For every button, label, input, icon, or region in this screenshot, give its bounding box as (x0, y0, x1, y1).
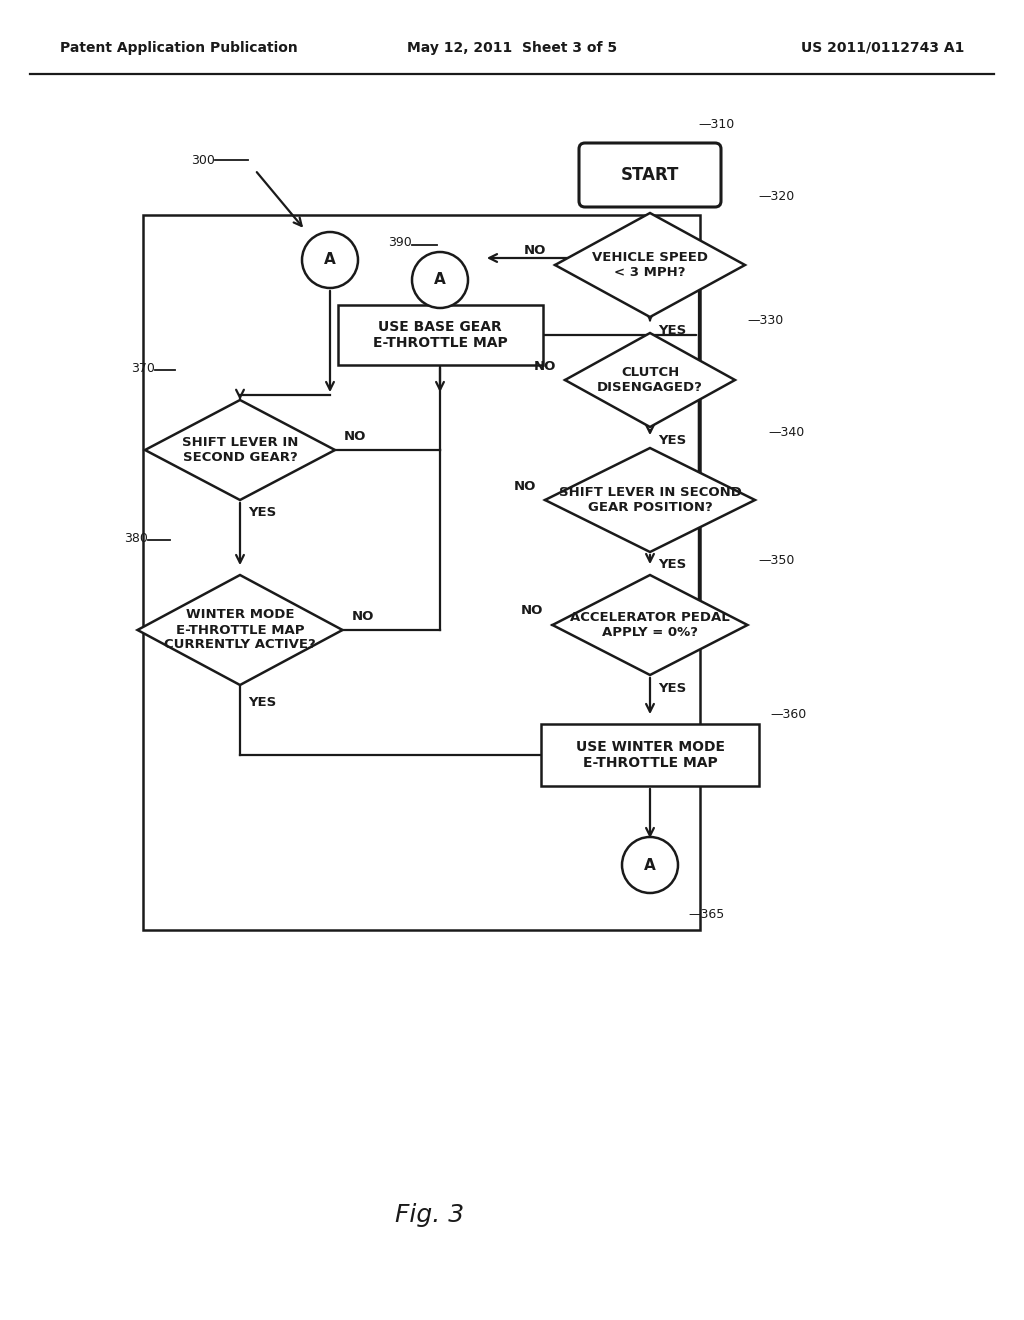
FancyBboxPatch shape (579, 143, 721, 207)
Text: YES: YES (657, 558, 686, 572)
Polygon shape (145, 400, 335, 500)
Text: YES: YES (657, 323, 686, 337)
Text: 300: 300 (191, 153, 215, 166)
Polygon shape (137, 576, 342, 685)
Text: —330: —330 (746, 314, 783, 326)
Text: NO: NO (521, 605, 543, 618)
Text: YES: YES (657, 433, 686, 446)
Text: SHIFT LEVER IN SECOND
GEAR POSITION?: SHIFT LEVER IN SECOND GEAR POSITION? (558, 486, 741, 513)
Polygon shape (553, 576, 748, 675)
Text: SHIFT LEVER IN
SECOND GEAR?: SHIFT LEVER IN SECOND GEAR? (182, 436, 298, 465)
Text: NO: NO (352, 610, 374, 623)
Text: US 2011/0112743 A1: US 2011/0112743 A1 (801, 41, 964, 54)
Circle shape (302, 232, 358, 288)
Text: 370: 370 (131, 362, 155, 375)
Polygon shape (545, 447, 755, 552)
Text: USE WINTER MODE
E-THROTTLE MAP: USE WINTER MODE E-THROTTLE MAP (575, 741, 725, 770)
Text: WINTER MODE
E-THROTTLE MAP
CURRENTLY ACTIVE?: WINTER MODE E-THROTTLE MAP CURRENTLY ACT… (164, 609, 315, 652)
Bar (143, 215, 700, 931)
Circle shape (622, 837, 678, 894)
Text: CLUTCH
DISENGAGED?: CLUTCH DISENGAGED? (597, 366, 702, 393)
Text: 390: 390 (388, 235, 412, 248)
Text: A: A (325, 252, 336, 268)
Text: —350: —350 (758, 553, 795, 566)
Circle shape (412, 252, 468, 308)
Text: YES: YES (248, 696, 276, 709)
Text: USE BASE GEAR
E-THROTTLE MAP: USE BASE GEAR E-THROTTLE MAP (373, 319, 507, 350)
Text: NO: NO (524, 244, 546, 257)
Text: —360: —360 (770, 709, 806, 722)
Text: NO: NO (534, 359, 556, 372)
Text: —365: —365 (688, 908, 724, 921)
Bar (541, 723, 759, 785)
Text: NO: NO (514, 479, 537, 492)
Text: NO: NO (344, 429, 367, 442)
Bar (338, 305, 543, 366)
Text: Fig. 3: Fig. 3 (395, 1203, 465, 1228)
Text: —340: —340 (768, 425, 804, 438)
Text: VEHICLE SPEED
< 3 MPH?: VEHICLE SPEED < 3 MPH? (592, 251, 708, 279)
Text: YES: YES (248, 507, 276, 520)
Text: A: A (644, 858, 656, 873)
Text: ACCELERATOR PEDAL
APPLY = 0%?: ACCELERATOR PEDAL APPLY = 0%? (570, 611, 730, 639)
Text: May 12, 2011  Sheet 3 of 5: May 12, 2011 Sheet 3 of 5 (407, 41, 617, 54)
Text: —310: —310 (698, 119, 734, 132)
Text: A: A (434, 272, 445, 288)
Text: Patent Application Publication: Patent Application Publication (60, 41, 298, 54)
Text: YES: YES (657, 681, 686, 694)
Polygon shape (565, 333, 735, 426)
Text: 380: 380 (124, 532, 148, 544)
Text: —320: —320 (758, 190, 795, 203)
Text: START: START (621, 166, 679, 183)
Polygon shape (555, 213, 745, 317)
